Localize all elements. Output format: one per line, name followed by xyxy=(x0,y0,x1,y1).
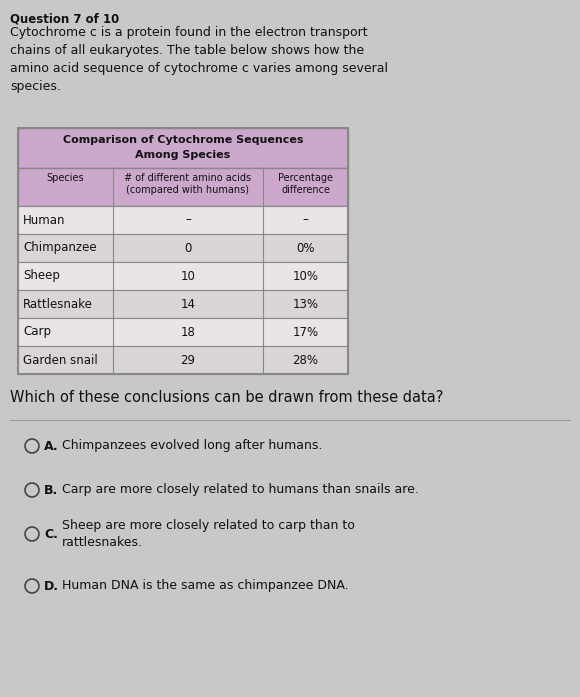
Bar xyxy=(18,318,348,346)
Text: Chimpanzee: Chimpanzee xyxy=(23,241,97,254)
Bar xyxy=(18,290,348,318)
Text: 14: 14 xyxy=(180,298,195,310)
Text: Chimpanzees evolved long after humans.: Chimpanzees evolved long after humans. xyxy=(62,440,322,452)
Text: Garden snail: Garden snail xyxy=(23,353,98,367)
Text: 29: 29 xyxy=(180,353,195,367)
Text: Sheep are more closely related to carp than to
rattlesnakes.: Sheep are more closely related to carp t… xyxy=(62,519,355,549)
Text: 10%: 10% xyxy=(292,270,318,282)
Text: D.: D. xyxy=(44,579,59,592)
Text: C.: C. xyxy=(44,528,58,540)
Bar xyxy=(18,346,348,374)
Text: Species: Species xyxy=(46,173,84,183)
Text: Carp are more closely related to humans than snails are.: Carp are more closely related to humans … xyxy=(62,484,419,496)
Text: Carp: Carp xyxy=(23,325,51,339)
Text: 17%: 17% xyxy=(292,325,318,339)
Text: Which of these conclusions can be drawn from these data?: Which of these conclusions can be drawn … xyxy=(10,390,443,405)
Bar xyxy=(18,128,348,168)
Text: Sheep: Sheep xyxy=(23,270,60,282)
Text: 13%: 13% xyxy=(292,298,318,310)
Bar xyxy=(18,234,348,262)
Text: 10: 10 xyxy=(180,270,195,282)
Bar xyxy=(18,128,348,374)
Text: 28%: 28% xyxy=(292,353,318,367)
Text: 0: 0 xyxy=(184,241,191,254)
Text: 18: 18 xyxy=(180,325,195,339)
Text: Among Species: Among Species xyxy=(135,150,231,160)
Text: Human: Human xyxy=(23,213,66,227)
Text: Human DNA is the same as chimpanzee DNA.: Human DNA is the same as chimpanzee DNA. xyxy=(62,579,349,592)
Text: A.: A. xyxy=(44,440,59,452)
Text: 0%: 0% xyxy=(296,241,315,254)
Text: Rattlesnake: Rattlesnake xyxy=(23,298,93,310)
Bar xyxy=(18,168,348,206)
Bar xyxy=(18,262,348,290)
Text: –: – xyxy=(303,213,309,227)
Bar xyxy=(18,206,348,234)
Text: # of different amino acids
(compared with humans): # of different amino acids (compared wit… xyxy=(125,173,252,195)
Text: Comparison of Cytochrome Sequences: Comparison of Cytochrome Sequences xyxy=(63,135,303,145)
Text: Question 7 of 10: Question 7 of 10 xyxy=(10,12,119,25)
Text: B.: B. xyxy=(44,484,58,496)
Text: –: – xyxy=(185,213,191,227)
Text: Percentage
difference: Percentage difference xyxy=(278,173,333,195)
Text: Cytochrome c is a protein found in the electron transport
chains of all eukaryot: Cytochrome c is a protein found in the e… xyxy=(10,26,388,93)
